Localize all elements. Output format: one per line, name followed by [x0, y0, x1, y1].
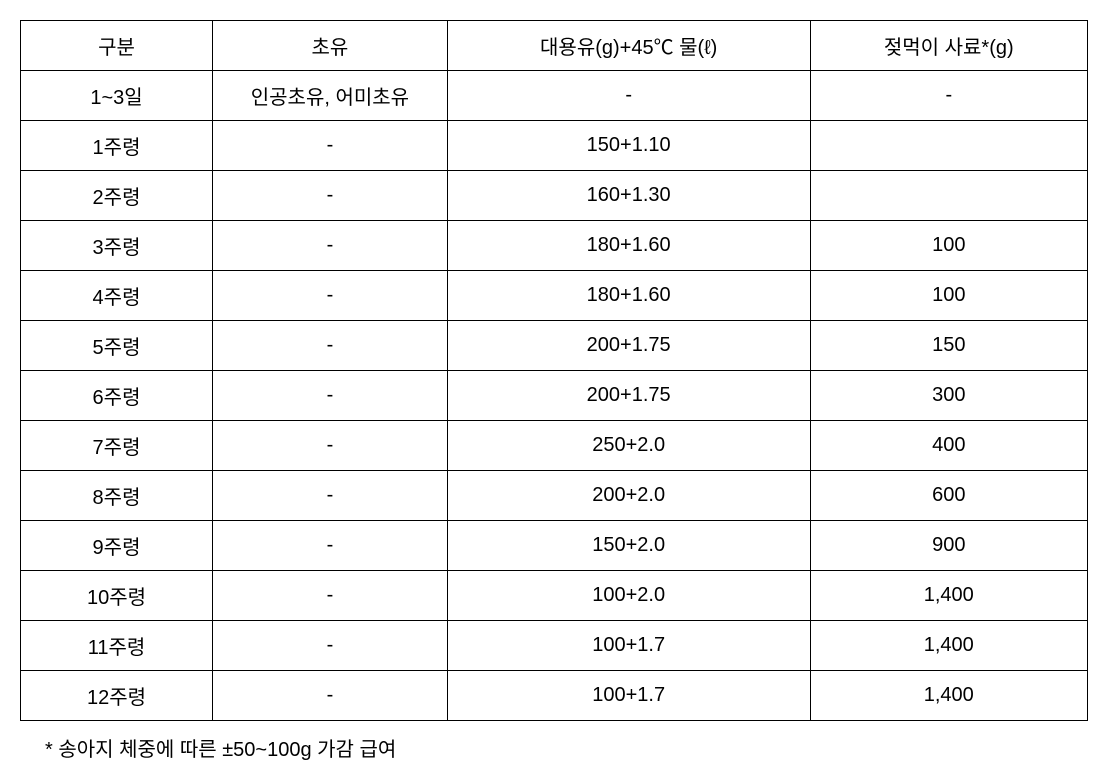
cell-period: 11주령: [21, 621, 213, 671]
cell-period: 9주령: [21, 521, 213, 571]
cell-starter-feed: 100: [810, 221, 1087, 271]
cell-starter-feed: 1,400: [810, 621, 1087, 671]
cell-starter-feed: 150: [810, 321, 1087, 371]
cell-milk-replacer: 160+1.30: [447, 171, 810, 221]
cell-starter-feed: 300: [810, 371, 1087, 421]
cell-period: 1주령: [21, 121, 213, 171]
table-row: 3주령 - 180+1.60 100: [21, 221, 1088, 271]
cell-colostrum: -: [213, 471, 448, 521]
table-row: 5주령 - 200+1.75 150: [21, 321, 1088, 371]
cell-starter-feed: [810, 171, 1087, 221]
table-footnote: * 송아지 체중에 따른 ±50~100g 가감 급여: [20, 733, 1088, 762]
cell-milk-replacer: 180+1.60: [447, 271, 810, 321]
table-row: 9주령 - 150+2.0 900: [21, 521, 1088, 571]
cell-colostrum: -: [213, 221, 448, 271]
cell-colostrum: -: [213, 671, 448, 721]
cell-milk-replacer: 150+1.10: [447, 121, 810, 171]
feeding-schedule-table: 구분 초유 대용유(g)+45℃ 물(ℓ) 젖먹이 사료*(g) 1~3일 인공…: [20, 20, 1088, 721]
table-row: 2주령 - 160+1.30: [21, 171, 1088, 221]
header-category: 구분: [21, 21, 213, 71]
cell-period: 2주령: [21, 171, 213, 221]
cell-milk-replacer: 180+1.60: [447, 221, 810, 271]
cell-period: 4주령: [21, 271, 213, 321]
cell-starter-feed: 100: [810, 271, 1087, 321]
cell-colostrum: -: [213, 321, 448, 371]
table-row: 10주령 - 100+2.0 1,400: [21, 571, 1088, 621]
cell-colostrum: -: [213, 371, 448, 421]
table-row: 1~3일 인공초유, 어미초유 - -: [21, 71, 1088, 121]
cell-colostrum: -: [213, 271, 448, 321]
table-row: 1주령 - 150+1.10: [21, 121, 1088, 171]
cell-colostrum: -: [213, 521, 448, 571]
cell-colostrum: 인공초유, 어미초유: [213, 71, 448, 121]
cell-milk-replacer: 150+2.0: [447, 521, 810, 571]
cell-period: 5주령: [21, 321, 213, 371]
cell-period: 6주령: [21, 371, 213, 421]
cell-colostrum: -: [213, 121, 448, 171]
cell-starter-feed: 900: [810, 521, 1087, 571]
cell-starter-feed: 1,400: [810, 671, 1087, 721]
cell-starter-feed: -: [810, 71, 1087, 121]
cell-starter-feed: 600: [810, 471, 1087, 521]
cell-period: 10주령: [21, 571, 213, 621]
cell-starter-feed: 400: [810, 421, 1087, 471]
cell-period: 8주령: [21, 471, 213, 521]
cell-milk-replacer: 250+2.0: [447, 421, 810, 471]
cell-milk-replacer: 200+1.75: [447, 371, 810, 421]
table-row: 12주령 - 100+1.7 1,400: [21, 671, 1088, 721]
header-starter-feed: 젖먹이 사료*(g): [810, 21, 1087, 71]
cell-starter-feed: 1,400: [810, 571, 1087, 621]
table-row: 11주령 - 100+1.7 1,400: [21, 621, 1088, 671]
cell-milk-replacer: 100+2.0: [447, 571, 810, 621]
cell-colostrum: -: [213, 571, 448, 621]
table-row: 6주령 - 200+1.75 300: [21, 371, 1088, 421]
feeding-schedule-table-container: 구분 초유 대용유(g)+45℃ 물(ℓ) 젖먹이 사료*(g) 1~3일 인공…: [20, 20, 1088, 762]
cell-period: 1~3일: [21, 71, 213, 121]
cell-starter-feed: [810, 121, 1087, 171]
cell-milk-replacer: 100+1.7: [447, 671, 810, 721]
table-row: 8주령 - 200+2.0 600: [21, 471, 1088, 521]
cell-period: 12주령: [21, 671, 213, 721]
table-row: 7주령 - 250+2.0 400: [21, 421, 1088, 471]
cell-colostrum: -: [213, 171, 448, 221]
cell-milk-replacer: 100+1.7: [447, 621, 810, 671]
cell-colostrum: -: [213, 421, 448, 471]
cell-colostrum: -: [213, 621, 448, 671]
cell-period: 3주령: [21, 221, 213, 271]
table-row: 4주령 - 180+1.60 100: [21, 271, 1088, 321]
cell-period: 7주령: [21, 421, 213, 471]
cell-milk-replacer: -: [447, 71, 810, 121]
cell-milk-replacer: 200+2.0: [447, 471, 810, 521]
table-header-row: 구분 초유 대용유(g)+45℃ 물(ℓ) 젖먹이 사료*(g): [21, 21, 1088, 71]
cell-milk-replacer: 200+1.75: [447, 321, 810, 371]
header-colostrum: 초유: [213, 21, 448, 71]
header-milk-replacer: 대용유(g)+45℃ 물(ℓ): [447, 21, 810, 71]
